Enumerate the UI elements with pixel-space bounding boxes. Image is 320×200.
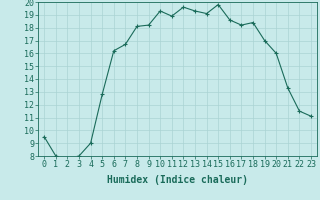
X-axis label: Humidex (Indice chaleur): Humidex (Indice chaleur) (107, 175, 248, 185)
